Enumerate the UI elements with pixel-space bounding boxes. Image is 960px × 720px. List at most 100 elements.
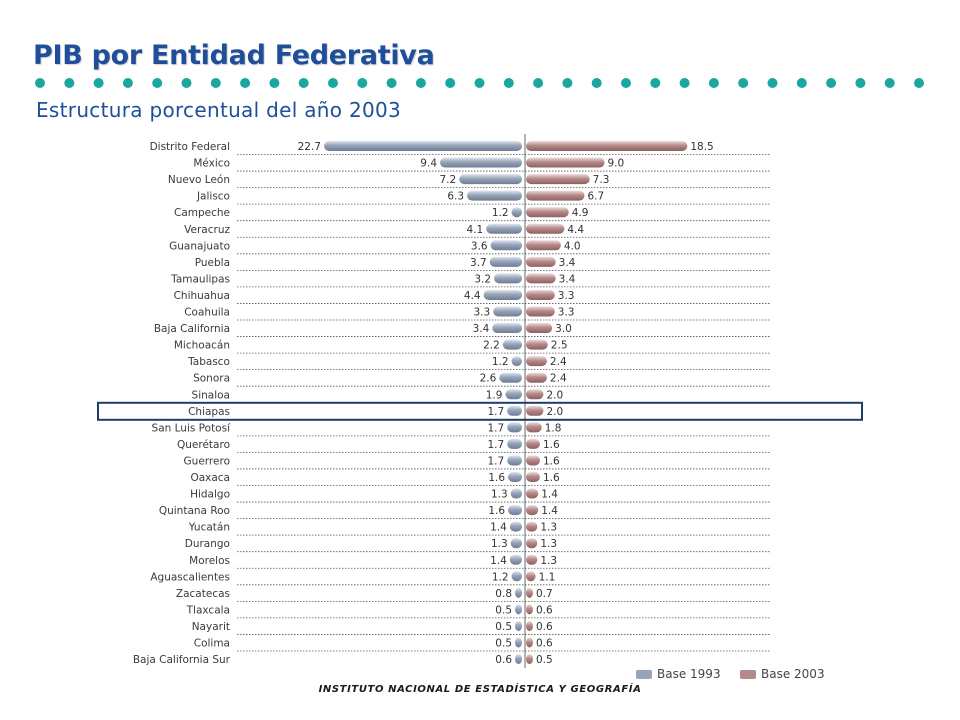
category-label: Hidalgo [190, 489, 230, 501]
value-label-base-1993: 7.2 [439, 174, 456, 186]
value-label-base-2003: 2.0 [546, 389, 563, 401]
divider-dot [679, 78, 690, 88]
bar-base-1993 [489, 256, 522, 267]
value-label-base-2003: 2.4 [550, 373, 567, 385]
value-label-base-2003: 1.6 [543, 439, 560, 451]
bar-base-1993 [511, 207, 522, 218]
bar-base-2003 [526, 538, 538, 549]
bar-base-2003 [526, 604, 533, 615]
value-label-base-1993: 1.2 [492, 571, 509, 583]
value-label-base-2003: 2.0 [546, 406, 563, 418]
divider-dot [562, 78, 573, 88]
value-label-base-1993: 1.2 [492, 356, 509, 368]
bar-base-2003 [526, 174, 590, 185]
bar-base-1993 [515, 587, 522, 598]
category-label: Quintana Roo [159, 505, 230, 517]
divider-dot [767, 78, 778, 88]
bar-base-1993 [499, 372, 522, 383]
legend-label-base-2003: Base 2003 [761, 667, 825, 681]
value-label-base-1993: 1.7 [487, 406, 504, 418]
value-label-base-1993: 3.7 [470, 257, 487, 269]
bar-base-1993 [507, 438, 522, 449]
legend-item-base-1993: Base 1993 [636, 667, 721, 681]
legend-swatch-base-1993 [636, 670, 652, 679]
bar-base-2003 [526, 620, 533, 631]
category-label: Sonora [193, 373, 230, 385]
value-label-base-2003: 3.3 [558, 307, 575, 319]
bar-base-1993 [493, 306, 522, 317]
divider-dot [415, 78, 426, 88]
bar-base-1993 [515, 654, 522, 665]
value-label-base-2003: 0.5 [536, 654, 553, 666]
category-label: Puebla [195, 257, 230, 269]
value-label-base-2003: 9.0 [608, 158, 625, 170]
bar-base-1993 [509, 554, 522, 565]
bar-base-2003 [526, 422, 542, 433]
category-label: Morelos [189, 555, 230, 567]
bar-base-2003 [526, 438, 540, 449]
category-label: Colima [194, 638, 230, 650]
category-label: Zacatecas [176, 588, 230, 600]
bar-base-2003 [526, 356, 547, 367]
category-label: Yucatán [188, 522, 230, 534]
value-label-base-1993: 3.4 [473, 323, 490, 335]
category-label: Durango [185, 538, 230, 550]
value-label-base-1993: 22.7 [298, 141, 321, 153]
value-label-base-1993: 3.3 [474, 307, 491, 319]
value-label-base-2003: 2.4 [550, 356, 567, 368]
value-label-base-1993: 0.5 [495, 638, 512, 650]
bar-base-1993 [507, 455, 522, 466]
bar-base-2003 [526, 223, 565, 234]
value-label-base-1993: 6.3 [447, 191, 464, 203]
value-label-base-1993: 1.6 [488, 472, 505, 484]
divider-dot [855, 78, 866, 88]
value-label-base-2003: 6.7 [587, 191, 604, 203]
bar-base-1993 [440, 157, 522, 168]
value-label-base-2003: 1.1 [539, 571, 556, 583]
category-label: Distrito Federal [150, 141, 230, 153]
bar-base-2003 [526, 141, 688, 151]
page-title: PIB por Entidad Federativa [33, 40, 435, 71]
divider-dot [621, 78, 631, 88]
legend-swatch-base-2003 [740, 670, 756, 679]
bar-base-1993 [507, 422, 522, 433]
value-label-base-2003: 1.3 [540, 538, 557, 550]
divider-dot [152, 78, 163, 88]
value-label-base-2003: 1.6 [543, 455, 560, 467]
category-label: Querétaro [177, 439, 230, 451]
value-label-base-1993: 9.4 [420, 158, 437, 170]
category-label: México [193, 158, 230, 170]
divider-dot [240, 78, 251, 88]
divider-dot [357, 78, 368, 88]
divider-dot [386, 78, 397, 88]
value-label-base-2003: 1.6 [543, 472, 560, 484]
value-label-base-2003: 3.4 [559, 257, 576, 269]
value-label-base-2003: 7.3 [593, 174, 610, 186]
value-label-base-1993: 1.9 [486, 389, 503, 401]
bar-base-1993 [515, 620, 522, 631]
divider-dot [796, 78, 807, 88]
bar-base-2003 [526, 306, 555, 317]
category-label: Chiapas [188, 406, 230, 418]
bar-base-2003 [526, 240, 561, 251]
category-label: Chihuahua [174, 290, 230, 302]
category-label: Sinaloa [192, 389, 230, 401]
value-label-base-2003: 3.4 [559, 273, 576, 285]
divider-dot [122, 78, 133, 88]
value-label-base-2003: 3.3 [558, 290, 575, 302]
divider-dot [298, 78, 309, 88]
value-label-base-1993: 0.6 [495, 654, 512, 666]
page-subtitle: Estructura porcentual del año 2003 [36, 98, 402, 122]
bar-base-1993 [459, 174, 522, 185]
bar-base-2003 [526, 587, 533, 598]
value-label-base-2003: 18.5 [690, 141, 713, 153]
category-label: Campeche [174, 207, 230, 219]
value-label-base-2003: 1.3 [540, 555, 557, 567]
bar-base-1993 [507, 405, 522, 416]
divider-dot [35, 78, 45, 88]
value-label-base-2003: 3.0 [555, 323, 572, 335]
value-label-base-1993: 1.3 [491, 538, 508, 550]
value-label-base-1993: 0.8 [495, 588, 512, 600]
bar-base-1993 [515, 604, 522, 615]
category-label: San Luis Potosí [152, 422, 232, 434]
